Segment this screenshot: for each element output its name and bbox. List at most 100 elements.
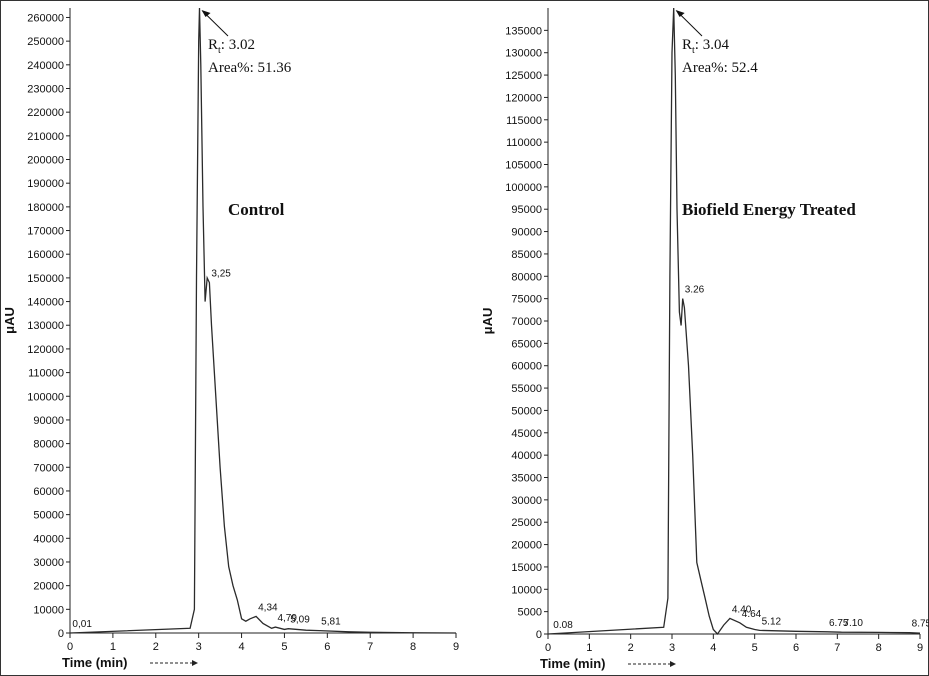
peak-label: 4,79 bbox=[277, 613, 297, 624]
x-tick-label: 3 bbox=[669, 642, 675, 654]
y-tick-label: 65000 bbox=[511, 338, 542, 350]
x-axis-arrowhead bbox=[192, 660, 198, 666]
retention-subscript: t bbox=[692, 45, 695, 56]
retention-value: : 3.04 bbox=[695, 37, 730, 53]
peak-label: 4,34 bbox=[258, 602, 278, 613]
y-tick-label: 50000 bbox=[33, 510, 64, 522]
y-tick-label: 40000 bbox=[33, 533, 64, 545]
retention-subscript: t bbox=[218, 45, 221, 56]
peak-label: 8.75 bbox=[912, 619, 929, 630]
area-percent: Area%: 51.36 bbox=[208, 60, 292, 76]
y-tick-label: 110000 bbox=[28, 368, 64, 380]
y-tick-label: 80000 bbox=[511, 271, 542, 283]
y-tick-label: 85000 bbox=[511, 249, 542, 261]
peak-label: 0,01 bbox=[72, 619, 92, 630]
x-tick-label: 1 bbox=[110, 641, 116, 653]
y-tick-label: 160000 bbox=[27, 249, 64, 261]
area-percent: Area%: 52.4 bbox=[682, 60, 758, 76]
annotation-arrowhead bbox=[675, 10, 685, 17]
y-axis-label: μAU bbox=[480, 308, 495, 335]
x-tick-label: 0 bbox=[545, 642, 551, 654]
x-tick-label: 8 bbox=[410, 641, 416, 653]
y-tick-label: 30000 bbox=[511, 495, 542, 507]
y-tick-label: 125000 bbox=[505, 70, 542, 82]
y-tick-label: 0 bbox=[58, 628, 64, 640]
peak-label: 5,09 bbox=[290, 615, 310, 626]
peak-label: 7.10 bbox=[843, 618, 863, 629]
x-tick-label: 3 bbox=[196, 641, 202, 653]
y-tick-label: 115000 bbox=[506, 115, 542, 127]
y-tick-label: 50000 bbox=[511, 405, 542, 417]
sample-label: Control bbox=[228, 200, 285, 219]
y-tick-label: 135000 bbox=[505, 25, 542, 37]
x-tick-label: 5 bbox=[752, 642, 758, 654]
peak-label: 4.64 bbox=[742, 609, 762, 620]
x-tick-label: 9 bbox=[917, 642, 923, 654]
y-tick-label: 190000 bbox=[27, 178, 64, 190]
peak-label: 5.12 bbox=[762, 616, 782, 627]
y-tick-label: 110000 bbox=[506, 137, 542, 149]
x-tick-label: 6 bbox=[793, 642, 799, 654]
y-tick-label: 120000 bbox=[27, 344, 64, 356]
x-tick-label: 5 bbox=[281, 641, 287, 653]
x-tick-label: 0 bbox=[67, 641, 73, 653]
y-tick-label: 40000 bbox=[511, 450, 542, 462]
x-axis-label: Time (min) bbox=[62, 655, 128, 670]
peak-label: 4.40 bbox=[732, 604, 752, 615]
x-tick-label: 7 bbox=[367, 641, 373, 653]
retention-value: : 3.02 bbox=[221, 37, 255, 53]
x-tick-label: 6 bbox=[324, 641, 330, 653]
peak-label: 0.08 bbox=[553, 620, 573, 631]
y-tick-label: 95000 bbox=[511, 204, 542, 216]
y-tick-label: 140000 bbox=[27, 297, 64, 309]
x-tick-label: 9 bbox=[453, 641, 459, 653]
retention-symbol: R bbox=[208, 37, 218, 53]
y-tick-label: 260000 bbox=[27, 12, 64, 24]
y-tick-label: 20000 bbox=[33, 581, 64, 593]
y-tick-label: 90000 bbox=[33, 415, 64, 427]
y-tick-label: 75000 bbox=[511, 294, 542, 306]
y-tick-label: 180000 bbox=[27, 202, 64, 214]
y-axis-label: μAU bbox=[2, 307, 17, 334]
x-tick-label: 4 bbox=[710, 642, 716, 654]
y-tick-label: 210000 bbox=[27, 131, 64, 143]
annotation-arrowhead bbox=[201, 10, 211, 17]
x-axis-label: Time (min) bbox=[540, 656, 606, 671]
y-tick-label: 170000 bbox=[27, 226, 64, 238]
y-tick-label: 10000 bbox=[33, 604, 64, 616]
chromatogram-line bbox=[547, 7, 921, 636]
y-tick-label: 55000 bbox=[511, 383, 542, 395]
y-tick-label: 15000 bbox=[511, 562, 542, 574]
retention-symbol: R bbox=[682, 37, 692, 53]
y-tick-label: 70000 bbox=[511, 316, 542, 328]
y-tick-label: 25000 bbox=[511, 517, 542, 529]
y-tick-label: 5000 bbox=[518, 607, 542, 619]
x-tick-label: 1 bbox=[586, 642, 592, 654]
y-tick-label: 250000 bbox=[27, 36, 64, 48]
x-tick-label: 2 bbox=[628, 642, 634, 654]
y-tick-label: 60000 bbox=[33, 486, 64, 498]
y-tick-label: 240000 bbox=[27, 60, 64, 72]
y-tick-label: 200000 bbox=[27, 155, 64, 167]
y-tick-label: 80000 bbox=[33, 439, 64, 451]
x-tick-label: 4 bbox=[238, 641, 244, 653]
y-tick-label: 220000 bbox=[27, 107, 64, 119]
x-tick-label: 7 bbox=[834, 642, 840, 654]
y-tick-label: 105000 bbox=[505, 160, 542, 172]
y-tick-label: 70000 bbox=[33, 462, 64, 474]
retention-time: Rt: 3.04 bbox=[682, 37, 729, 56]
y-tick-label: 10000 bbox=[511, 584, 542, 596]
y-tick-label: 60000 bbox=[511, 361, 542, 373]
y-tick-label: 45000 bbox=[511, 428, 542, 440]
y-tick-label: 100000 bbox=[505, 182, 542, 194]
y-tick-label: 130000 bbox=[505, 48, 542, 60]
peak-label: 3,25 bbox=[211, 269, 231, 280]
peak-label: 3.26 bbox=[685, 285, 705, 296]
y-tick-label: 230000 bbox=[27, 83, 64, 95]
peak-label: 6.75 bbox=[829, 618, 849, 629]
sample-label: Biofield Energy Treated bbox=[682, 200, 856, 219]
y-tick-label: 20000 bbox=[511, 540, 542, 552]
x-tick-label: 2 bbox=[153, 641, 159, 653]
